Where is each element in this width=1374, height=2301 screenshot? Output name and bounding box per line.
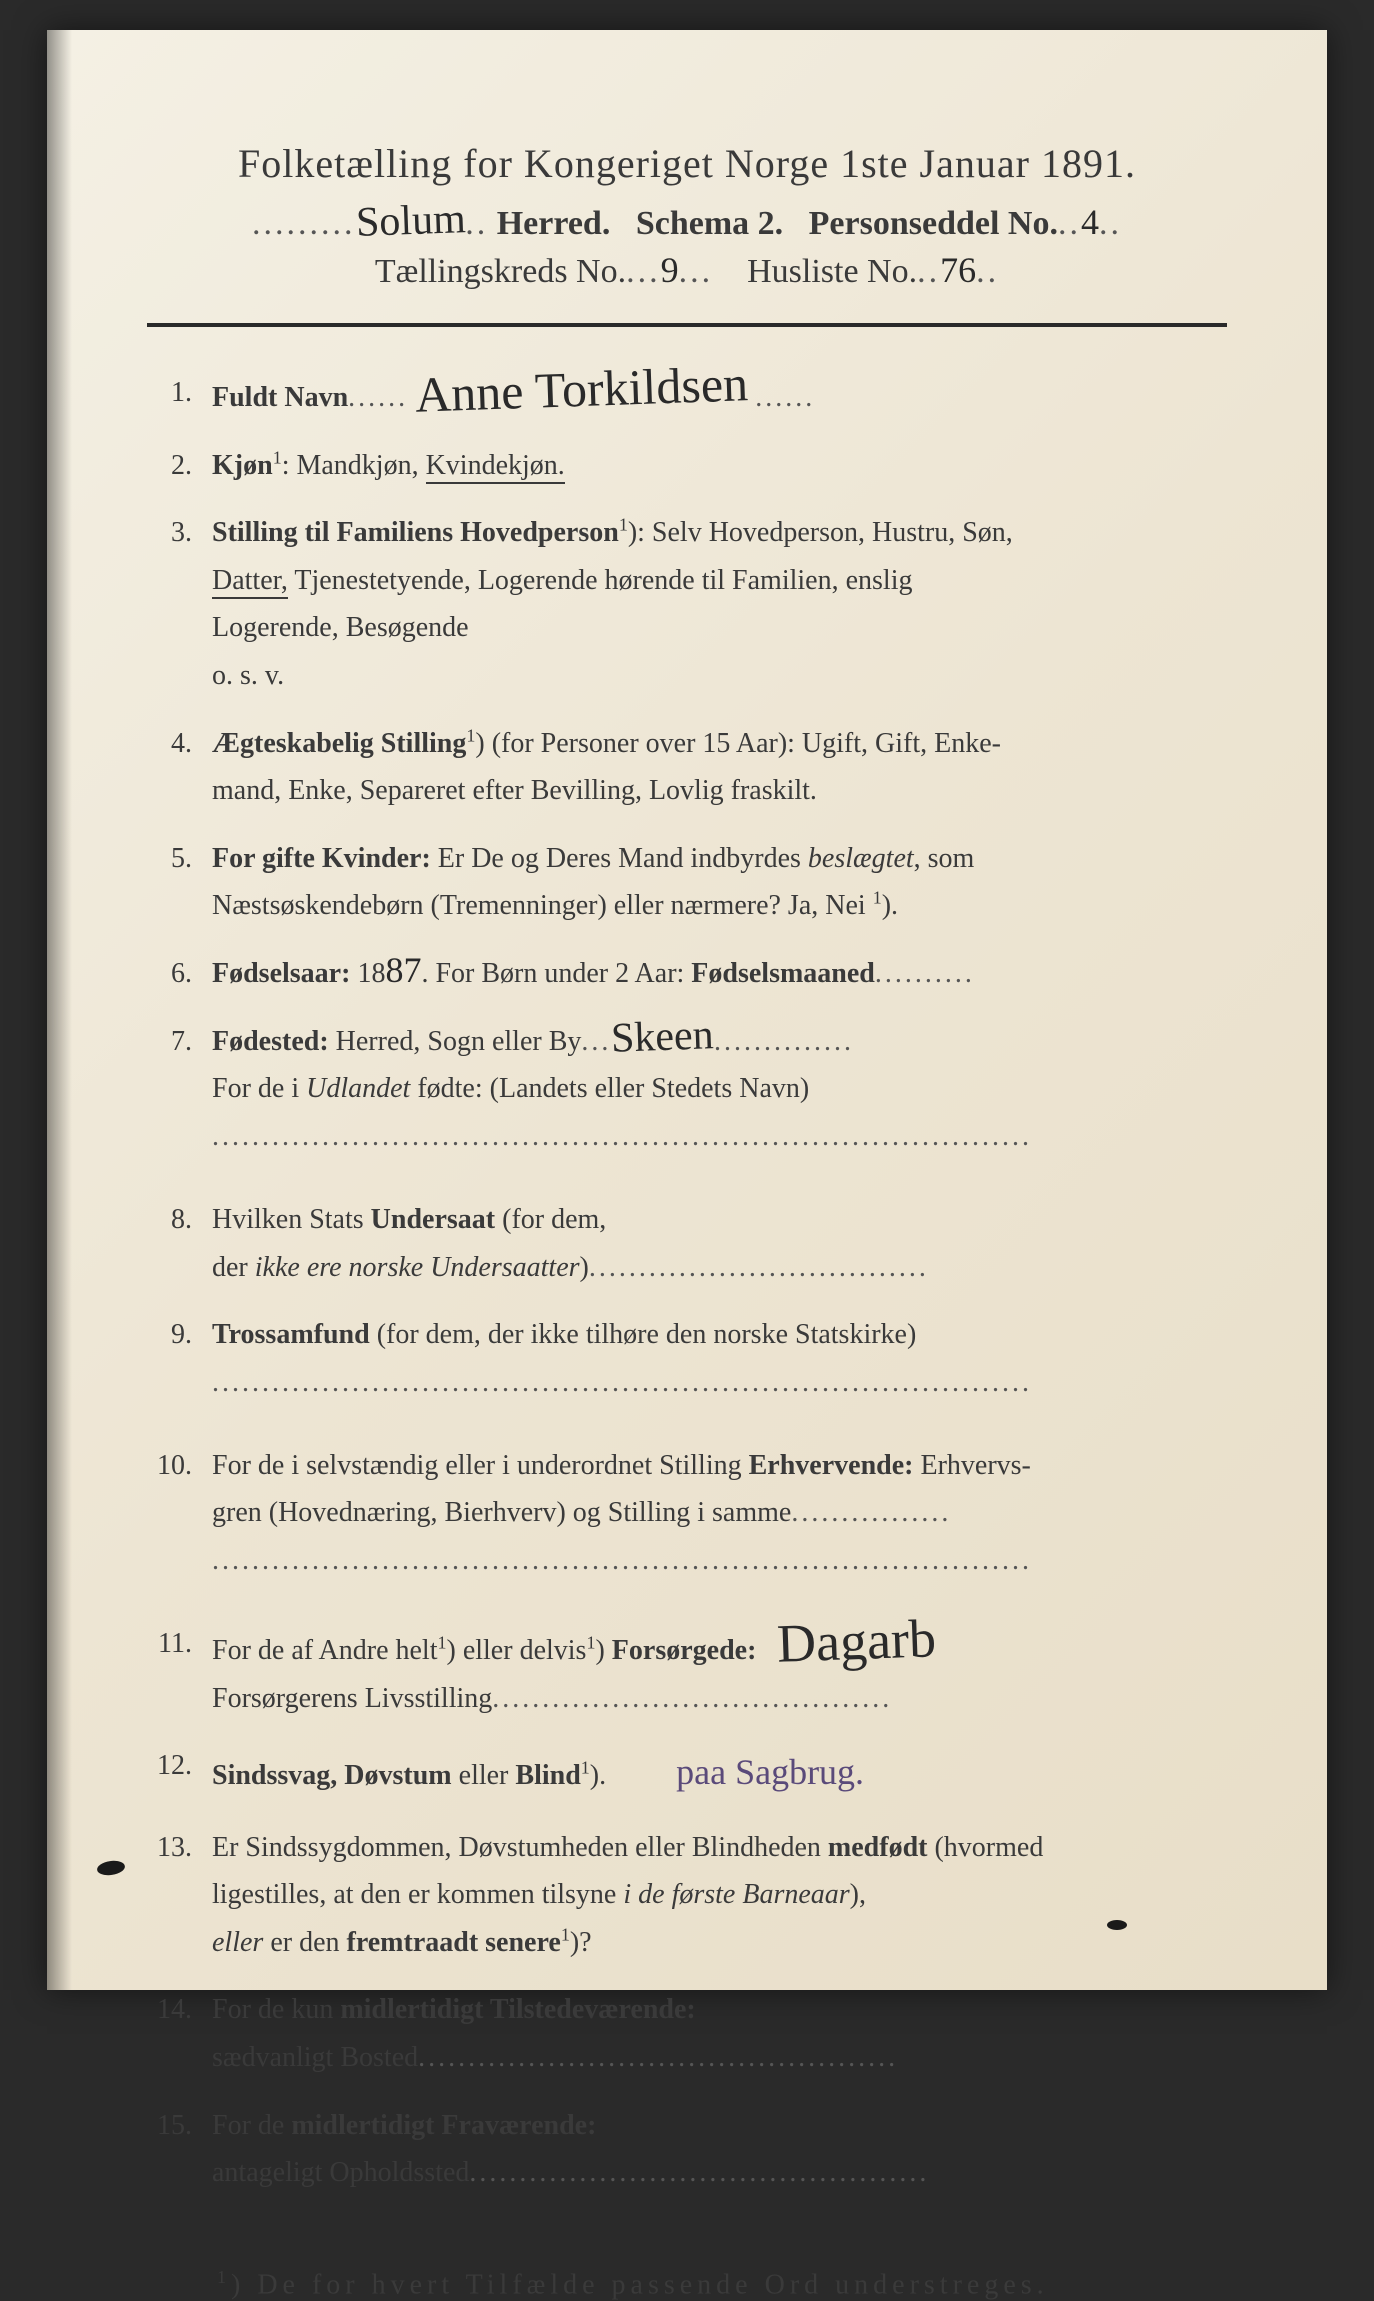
label-fremtraadt: fremtraadt senere xyxy=(347,1927,561,1958)
label-fravarende: midlertidigt Fraværende: xyxy=(291,2110,596,2141)
item-1: 1. Fuldt Navn...... Anne Torkildsen ....… xyxy=(147,369,1227,422)
item-12: 12. Sindssvag, Døvstum eller Blind1). pa… xyxy=(147,1742,1227,1803)
personseddel-no-handwritten: 4 xyxy=(1081,208,1099,237)
forsorgede-handwritten: Dagarb xyxy=(777,1617,937,1666)
label-forsorgede: Forsørgede: xyxy=(612,1635,757,1666)
name-handwritten: Anne Torkildsen xyxy=(415,363,749,415)
item-number: 1. xyxy=(147,369,212,422)
label-tilstedevarende: midlertidigt Tilstedeværende: xyxy=(340,1994,695,2025)
item-11: 11. For de af Andre helt1) eller delvis1… xyxy=(147,1620,1227,1722)
item-number: 3. xyxy=(147,509,212,699)
item-6: 6. Fødselsaar: 1887. For Børn under 2 Aa… xyxy=(147,950,1227,998)
item-14: 14. For de kun midlertidigt Tilstedevære… xyxy=(147,1986,1227,2081)
ink-blot-icon xyxy=(96,1859,126,1877)
item-15: 15. For de midlertidigt Fraværende: anta… xyxy=(147,2102,1227,2197)
birthplace-handwritten: Skeen xyxy=(611,1019,715,1056)
item-10: 10. For de i selvstændig eller i underor… xyxy=(147,1442,1227,1600)
item-8: 8. Hvilken Stats Undersaat (for dem, der… xyxy=(147,1196,1227,1291)
form-title: Folketælling for Kongeriget Norge 1ste J… xyxy=(147,140,1227,187)
label-erhvervende: Erhvervende: xyxy=(749,1450,914,1481)
label-kjon: Kjøn xyxy=(212,450,273,481)
item-number: 4. xyxy=(147,720,212,815)
item-3: 3. Stilling til Familiens Hovedperson1):… xyxy=(147,509,1227,699)
tkreds-label: Tællingskreds No. xyxy=(375,253,626,290)
herred-handwritten: Solum xyxy=(355,203,466,240)
personseddel-label: Personseddel No. xyxy=(809,205,1058,242)
label-fodselsaar: Fødselsaar: xyxy=(212,958,350,989)
label-stilling: Stilling til Familiens Hovedperson xyxy=(212,517,619,548)
item-number: 13. xyxy=(147,1824,212,1967)
husliste-no-handwritten: 76 xyxy=(940,256,976,285)
item-number: 2. xyxy=(147,442,212,490)
sagbrug-handwritten: paa Sagbrug. xyxy=(676,1742,864,1803)
item-number: 15. xyxy=(147,2102,212,2197)
dots: ......... xyxy=(252,205,356,242)
tkreds-no-handwritten: 9 xyxy=(661,256,679,285)
item-5: 5. For gifte Kvinder: Er De og Deres Man… xyxy=(147,835,1227,930)
item-7: 7. Fødested: Herred, Sogn eller By...Ske… xyxy=(147,1018,1227,1176)
item-4: 4. Ægteskabelig Stilling1) (for Personer… xyxy=(147,720,1227,815)
item-number: 9. xyxy=(147,1311,212,1422)
item-number: 12. xyxy=(147,1742,212,1803)
item-number: 8. xyxy=(147,1196,212,1291)
kvindekjon-underlined: Kvindekjøn. xyxy=(426,450,565,484)
item-9: 9. Trossamfund (for dem, der ikke tilhør… xyxy=(147,1311,1227,1422)
label-undersaat: Undersaat xyxy=(371,1204,495,1235)
header-line-1: .........Solum.. Herred. Schema 2. Perso… xyxy=(147,205,1227,243)
label-gifte-kvinder: For gifte Kvinder: xyxy=(212,843,431,874)
husliste-label: Husliste No. xyxy=(747,253,917,290)
item-number: 11. xyxy=(147,1620,212,1722)
item-number: 7. xyxy=(147,1018,212,1176)
item-number: 10. xyxy=(147,1442,212,1600)
schema-label: Schema 2. xyxy=(636,205,783,242)
birthyear-handwritten: 87 xyxy=(385,956,421,985)
item-number: 6. xyxy=(147,950,212,998)
label-fodested: Fødested: xyxy=(212,1026,329,1057)
form-items: 1. Fuldt Navn...... Anne Torkildsen ....… xyxy=(147,369,1227,2197)
footnote: 1) De for hvert Tilfælde passende Ord un… xyxy=(147,2267,1227,2301)
header-line-2: Tællingskreds No....9... Husliste No...7… xyxy=(147,253,1227,291)
label-aegteskab: Ægteskabelig Stilling xyxy=(212,728,466,759)
label-trossamfund: Trossamfund xyxy=(212,1319,370,1350)
ink-blot-icon xyxy=(1107,1920,1127,1930)
item-number: 14. xyxy=(147,1986,212,2081)
divider-rule xyxy=(147,323,1227,327)
label-fodselsmaaned: Fødselsmaaned xyxy=(691,958,875,989)
item-number: 5. xyxy=(147,835,212,930)
label-fuldt-navn: Fuldt Navn xyxy=(212,382,348,413)
item-2: 2. Kjøn1: Mandkjøn, Kvindekjøn. xyxy=(147,442,1227,490)
datter-underlined: Datter, xyxy=(212,565,288,599)
herred-label: Herred. xyxy=(497,205,611,242)
census-form-page: Folketælling for Kongeriget Norge 1ste J… xyxy=(47,30,1327,1990)
label-medfodt: medfødt xyxy=(828,1832,928,1863)
label-sindssvag: Sindssvag, Døvstum xyxy=(212,1760,452,1791)
item-13: 13. Er Sindssygdommen, Døvstumheden elle… xyxy=(147,1824,1227,1967)
label-blind: Blind xyxy=(515,1760,580,1791)
